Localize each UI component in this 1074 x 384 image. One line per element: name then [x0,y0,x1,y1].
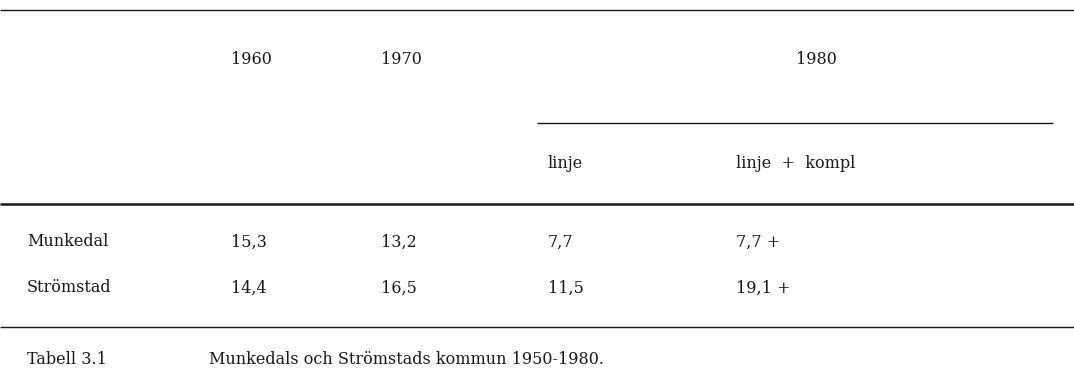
Text: 15,3: 15,3 [231,233,266,250]
Text: 7,7: 7,7 [548,233,574,250]
Text: linje  +  kompl: linje + kompl [736,155,855,172]
Text: Munkedals och Strömstads kommun 1950-1980.: Munkedals och Strömstads kommun 1950-198… [209,351,605,367]
Text: 14,4: 14,4 [231,280,266,296]
Text: 7,7 +: 7,7 + [736,233,780,250]
Text: 13,2: 13,2 [381,233,417,250]
Text: 19,1 +: 19,1 + [736,280,790,296]
Text: 1980: 1980 [796,51,837,68]
Text: Munkedal: Munkedal [27,233,108,250]
Text: 1960: 1960 [231,51,272,68]
Text: Strömstad: Strömstad [27,280,112,296]
Text: 16,5: 16,5 [381,280,417,296]
Text: 1970: 1970 [381,51,422,68]
Text: linje: linje [548,155,583,172]
Text: 11,5: 11,5 [548,280,583,296]
Text: Tabell 3.1: Tabell 3.1 [27,351,106,367]
